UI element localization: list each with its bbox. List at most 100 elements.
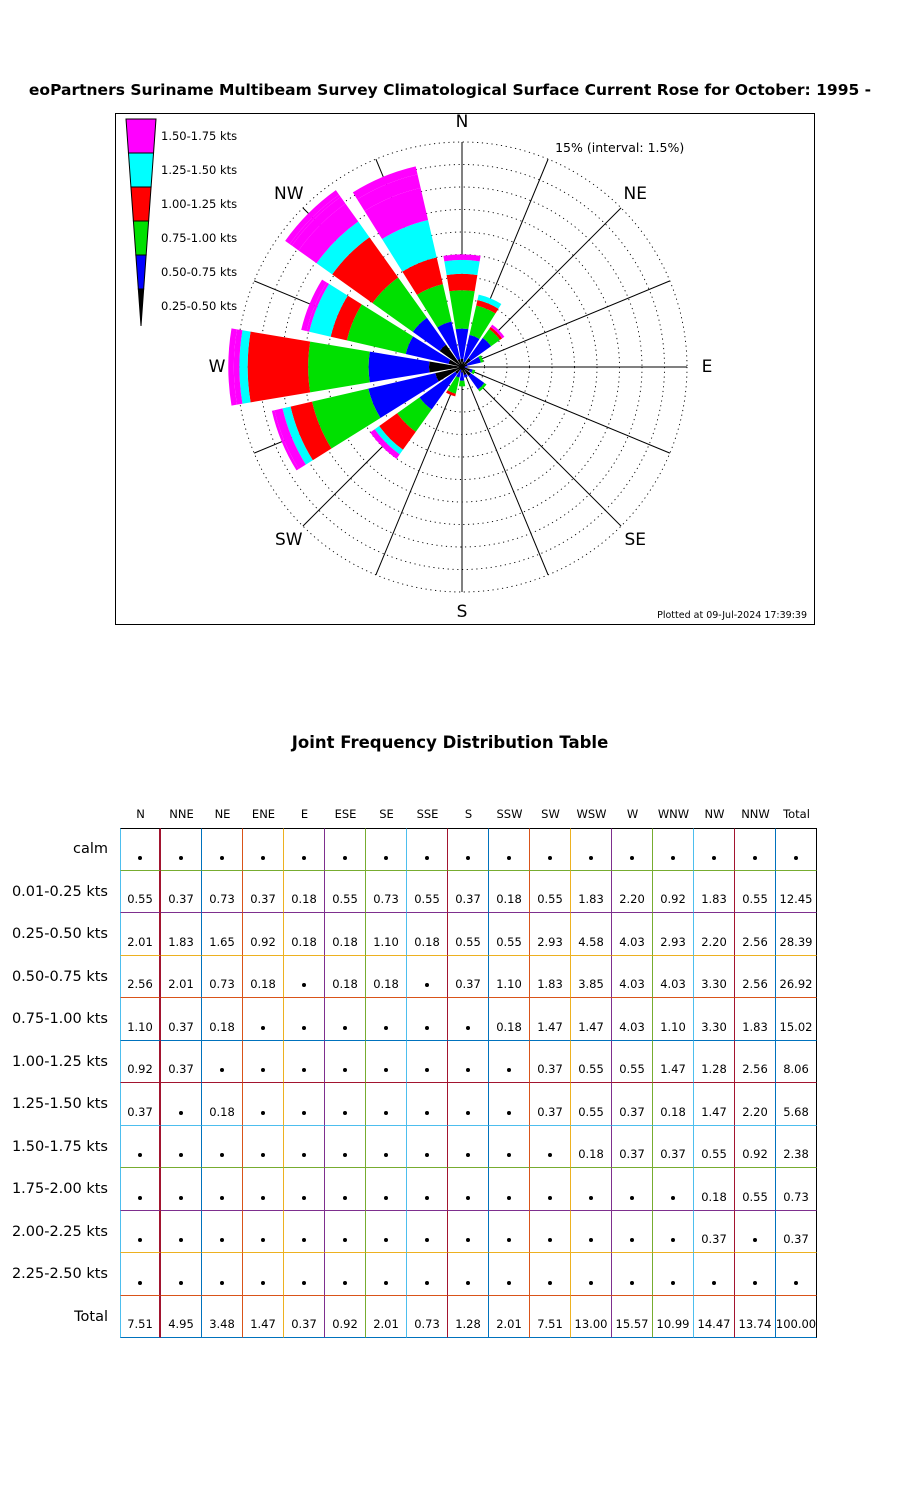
table-cell: 0.92 xyxy=(243,913,284,956)
table-cell: 0.55 xyxy=(530,870,571,913)
table-cell: 100.00 xyxy=(776,1295,817,1338)
rose-petal-SW-bin5 xyxy=(370,429,400,459)
legend-swatch-0.75-1.00kts xyxy=(132,220,150,256)
dot-marker xyxy=(302,1110,306,1115)
table-cell xyxy=(448,1253,489,1296)
table-cell: 0.37 xyxy=(694,1210,735,1253)
table-cell xyxy=(366,1040,407,1083)
dot-marker xyxy=(384,855,388,860)
table-cell: 28.39 xyxy=(776,913,817,956)
table-cell xyxy=(325,998,366,1041)
table-cell xyxy=(161,1083,202,1126)
dot-marker xyxy=(712,1280,716,1285)
table-cell xyxy=(489,828,530,871)
table-cell: 0.18 xyxy=(489,998,530,1041)
table-cell: 2.56 xyxy=(735,955,776,998)
dot-marker xyxy=(671,1195,675,1200)
table-cell: 0.73 xyxy=(202,870,243,913)
rose-petal-NNE-bin0 xyxy=(462,361,465,367)
table-cell: 0.55 xyxy=(571,1083,612,1126)
rose-petal-ESE-bin1 xyxy=(468,368,473,373)
dot-marker xyxy=(425,1153,429,1157)
row-label-0.01-0.25kts: 0.01-0.25 kts xyxy=(11,883,108,900)
table-cell: 0.55 xyxy=(694,1125,735,1168)
dot-marker xyxy=(343,1153,347,1157)
table-cell xyxy=(612,1210,653,1253)
spoke-SSE xyxy=(461,366,549,576)
dot-marker xyxy=(179,1153,183,1157)
dot-marker xyxy=(548,1238,552,1242)
legend-swatch-0.25-0.50kts xyxy=(137,288,145,327)
dot-marker xyxy=(179,855,183,860)
dot-marker xyxy=(261,1238,265,1242)
table-cell xyxy=(325,1210,366,1253)
compass-label-E: E xyxy=(702,357,713,377)
dot-marker xyxy=(466,1068,470,1072)
dot-marker xyxy=(220,1068,224,1072)
rose-petal-SW-bin2 xyxy=(397,397,432,432)
table-cell: 1.47 xyxy=(530,998,571,1041)
table-cell: 0.37 xyxy=(530,1083,571,1126)
dot-marker xyxy=(138,1238,142,1242)
column-header-SSW: SSW xyxy=(496,807,523,821)
table-cell xyxy=(243,828,284,871)
table-cell: 2.56 xyxy=(735,913,776,956)
table-cell xyxy=(694,828,735,871)
rose-petal-SSE-bin0 xyxy=(462,367,467,376)
table-cell: 1.28 xyxy=(448,1295,489,1338)
dot-marker xyxy=(138,1280,142,1285)
table-cell: 0.37 xyxy=(530,1040,571,1083)
compass-label-SE: SE xyxy=(624,530,646,550)
table-cell: 2.20 xyxy=(694,913,735,956)
plot-timestamp: Plotted at 09-Jul-2024 17:39:39 xyxy=(657,610,807,621)
dot-marker xyxy=(507,1110,511,1115)
table-cell: 2.01 xyxy=(366,1295,407,1338)
table-cell: 0.55 xyxy=(571,1040,612,1083)
table-cell: 1.47 xyxy=(694,1083,735,1126)
dot-marker xyxy=(630,1195,634,1200)
table-cell: 0.55 xyxy=(120,870,161,913)
table-cell: 5.68 xyxy=(776,1083,817,1126)
legend-label: 0.50-0.75 kts xyxy=(161,265,237,279)
dot-marker xyxy=(466,1280,470,1285)
rose-petal-WSW-bin2 xyxy=(312,388,381,449)
rose-petal-W-bin3 xyxy=(247,331,311,403)
table-cell xyxy=(161,1125,202,1168)
table-cell: 1.83 xyxy=(161,913,202,956)
table-cell xyxy=(776,828,817,871)
dot-marker xyxy=(794,855,798,860)
legend-swatch-1.00-1.25kts xyxy=(130,186,152,222)
table-cell xyxy=(366,1168,407,1211)
table-cell: 0.92 xyxy=(735,1125,776,1168)
rose-petal-NNW-bin1 xyxy=(437,321,461,361)
dot-marker xyxy=(179,1238,183,1242)
dot-marker xyxy=(712,855,716,860)
dot-marker xyxy=(302,1068,306,1072)
column-header-N: N xyxy=(136,807,145,821)
rose-petal-NNE-bin2 xyxy=(469,305,496,340)
table-cell: 0.18 xyxy=(284,913,325,956)
table-cell xyxy=(653,828,694,871)
table-cell xyxy=(366,1083,407,1126)
table-cell xyxy=(161,828,202,871)
table-cell xyxy=(407,1210,448,1253)
table-cell: 8.06 xyxy=(776,1040,817,1083)
rose-petal-ESE-bin2 xyxy=(471,369,476,375)
row-label-1.25-1.50kts: 1.25-1.50 kts xyxy=(11,1096,108,1113)
compass-label-NW: NW xyxy=(274,184,304,204)
table-cell: 2.93 xyxy=(653,913,694,956)
table-cell: 12.45 xyxy=(776,870,817,913)
table-cell xyxy=(530,828,571,871)
table-cell: 1.10 xyxy=(366,913,407,956)
table-cell xyxy=(612,1253,653,1296)
rose-petal-W-bin2 xyxy=(308,341,370,393)
spoke-ESE xyxy=(461,366,671,454)
table-cell xyxy=(407,828,448,871)
row-label-1.75-2.00kts: 1.75-2.00 kts xyxy=(11,1181,108,1198)
dot-marker xyxy=(138,1153,142,1157)
table-cell: 0.18 xyxy=(653,1083,694,1126)
compass-label-N: N xyxy=(456,114,469,132)
table-cell xyxy=(489,1168,530,1211)
table-cell: 15.02 xyxy=(776,998,817,1041)
